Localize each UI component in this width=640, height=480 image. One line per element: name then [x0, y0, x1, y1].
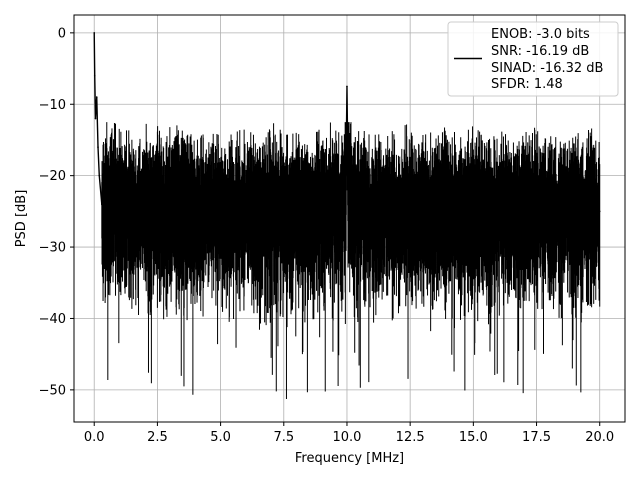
psd-line [93, 32, 600, 220]
y-tick-label: −40 [39, 312, 66, 327]
y-axis-label: PSD [dB] [14, 190, 29, 248]
x-axis-ticks: 0.0 2.5 5.0 7.5 10.0 12.5 15.0 17.5 20.0 [84, 422, 614, 445]
plot-frame [73, 14, 626, 423]
legend-box [447, 21, 619, 97]
x-tick-label: 12.5 [396, 430, 425, 445]
legend: ENOB: -3.0 bits SNR: -16.19 dB SINAD: -1… [447, 21, 619, 97]
legend-entry-sfdr: SFDR: 1.48 [491, 77, 563, 92]
legend-entry-snr: SNR: -16.19 dB [491, 44, 589, 59]
y-tick-label: −50 [39, 383, 66, 398]
y-tick-label: −10 [39, 98, 66, 113]
y-tick-label: −20 [39, 169, 66, 184]
x-tick-label: 0.0 [84, 430, 105, 445]
x-tick-label: 20.0 [585, 430, 614, 445]
x-axis-label: Frequency [MHz] [295, 451, 404, 466]
x-tick-label: 17.5 [522, 430, 551, 445]
x-tick-label: 2.5 [147, 430, 168, 445]
x-tick-label: 7.5 [273, 430, 294, 445]
legend-entry-sinad: SINAD: -16.32 dB [491, 61, 603, 76]
y-tick-label: −30 [39, 241, 66, 256]
x-tick-label: 5.0 [210, 430, 231, 445]
x-tick-label: 10.0 [332, 430, 361, 445]
y-tick-label: 0 [58, 26, 66, 41]
x-tick-label: 15.0 [459, 430, 488, 445]
legend-entry-enob: ENOB: -3.0 bits [491, 27, 590, 42]
y-axis-ticks: 0 −10 −20 −30 −40 −50 [39, 26, 74, 398]
